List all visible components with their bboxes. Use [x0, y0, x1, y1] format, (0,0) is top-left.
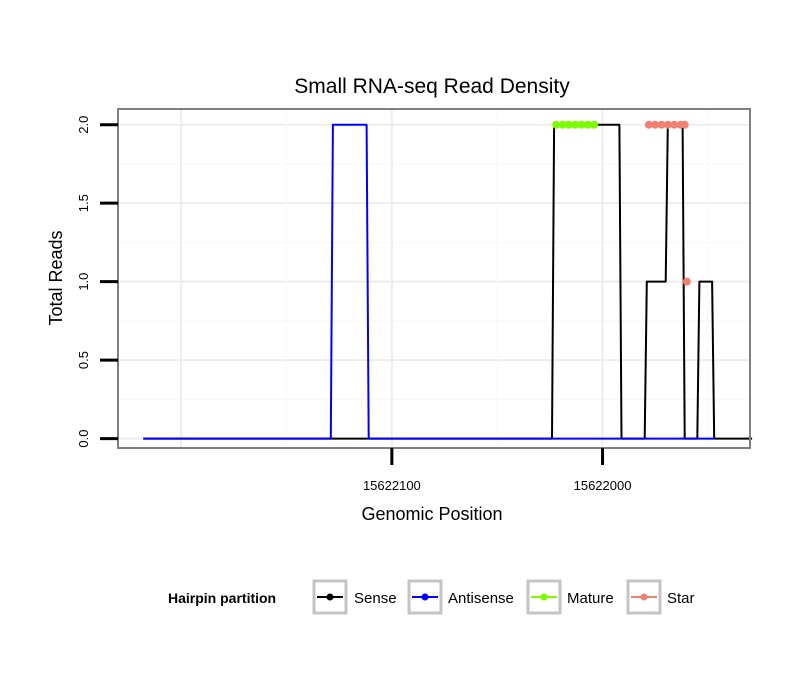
y-tick-label: 0.0 — [76, 430, 91, 448]
plot-panel — [117, 108, 753, 449]
x-tick-label: 15622100 — [363, 478, 421, 493]
series-sense-line — [143, 123, 753, 440]
y-tick-label: 1.0 — [76, 273, 91, 291]
series-antisense-line — [143, 123, 715, 440]
chart-title: Small RNA-seq Read Density — [294, 75, 570, 98]
series-star-point — [644, 120, 653, 129]
legend-label-sense: Sense — [354, 590, 397, 607]
plot-background — [118, 109, 750, 448]
legend-title: Hairpin partition — [168, 590, 276, 606]
y-axis: 0.0 0.5 1.0 1.5 2.0 — [76, 116, 118, 448]
x-tick-label: 15622000 — [574, 478, 632, 493]
series-mature-point — [571, 120, 580, 129]
series-mature-point — [552, 120, 561, 129]
y-axis-label: Total Reads — [46, 230, 66, 325]
legend-key-sense-point — [326, 593, 334, 601]
series-star-point — [663, 120, 672, 129]
y-tick-label: 2.0 — [76, 116, 91, 134]
y-tick-label: 1.5 — [76, 194, 91, 212]
x-axis-label: Genomic Position — [361, 504, 502, 524]
series-mature-point — [583, 120, 592, 129]
legend-key-antisense-point — [421, 593, 429, 601]
legend-label-antisense: Antisense — [448, 590, 514, 607]
y-tick-label: 0.5 — [76, 351, 91, 369]
legend-key-star-point — [640, 593, 648, 601]
series-layer — [143, 120, 753, 440]
series-mature-point — [577, 120, 586, 129]
series-star-point — [682, 277, 691, 286]
series-star-point — [670, 120, 679, 129]
x-axis: 15622100 15622000 — [363, 448, 632, 493]
legend: Hairpin partition Sense Antisense Mature St… — [168, 579, 695, 615]
series-mature-point — [590, 120, 599, 129]
series-mature-point — [558, 120, 567, 129]
series-star-point — [657, 120, 666, 129]
legend-key-mature-point — [540, 593, 548, 601]
series-star-point — [680, 120, 689, 129]
plot-border — [117, 108, 751, 449]
legend-label-star: Star — [667, 590, 695, 607]
series-mature-point — [564, 120, 573, 129]
legend-label-mature: Mature — [567, 590, 614, 607]
series-star-point — [651, 120, 660, 129]
